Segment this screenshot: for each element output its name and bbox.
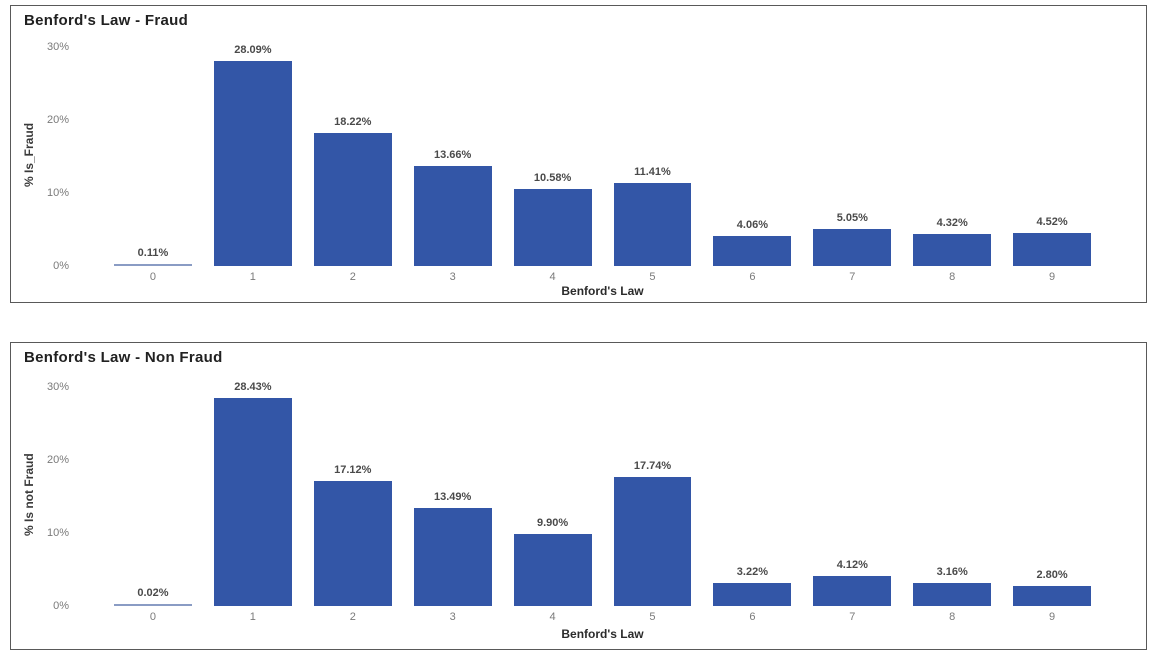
bar-value-label: 10.58% bbox=[533, 171, 572, 184]
bar-slot: 4.12% 7 bbox=[802, 383, 902, 623]
bar[interactable] bbox=[1013, 233, 1092, 266]
chart-card-non-fraud: Benford's Law - Non Fraud % Is not Fraud… bbox=[10, 342, 1147, 650]
bar-slot: 17.12% 2 bbox=[303, 383, 403, 623]
bar[interactable] bbox=[713, 236, 792, 266]
bar-slot: 11.41% 5 bbox=[603, 44, 703, 283]
x-tick-label: 1 bbox=[249, 271, 256, 283]
x-tick-label: 2 bbox=[349, 271, 356, 283]
bar-slot: 4.52% 9 bbox=[1002, 44, 1102, 283]
bar[interactable] bbox=[213, 60, 292, 266]
bar-value-label: 28.43% bbox=[234, 381, 272, 394]
x-tick-label: 3 bbox=[449, 611, 456, 623]
x-tick-label: 7 bbox=[849, 611, 856, 623]
x-tick-label: 5 bbox=[649, 611, 656, 623]
x-tick-label: 7 bbox=[849, 271, 856, 283]
chart-card-fraud: Benford's Law - Fraud % Is_Fraud 0% 10% 20… bbox=[10, 5, 1147, 303]
bar[interactable] bbox=[913, 234, 992, 266]
y-tick-label: 20% bbox=[46, 114, 69, 126]
bar-value-label: 17.74% bbox=[633, 459, 672, 472]
bar-slot: 4.06% 6 bbox=[702, 44, 802, 283]
bar-slot: 4.32% 8 bbox=[902, 44, 1002, 283]
x-tick-label: 8 bbox=[949, 611, 956, 623]
y-tick-label: 0% bbox=[53, 600, 69, 612]
y-tick-label: 10% bbox=[46, 187, 69, 199]
bar-value-label: 13.49% bbox=[434, 490, 472, 503]
y-tick-label: 0% bbox=[53, 260, 69, 272]
y-tick-label: 20% bbox=[46, 454, 69, 466]
bar-slot: 9.90% 4 bbox=[503, 383, 603, 623]
bar-value-label: 2.80% bbox=[1036, 568, 1068, 581]
bar-value-label: 9.90% bbox=[536, 516, 569, 529]
bar[interactable] bbox=[613, 182, 692, 266]
x-tick-label: 9 bbox=[1049, 611, 1056, 623]
x-axis-title: Benford's Law bbox=[561, 284, 644, 298]
x-tick-label: 3 bbox=[449, 271, 456, 283]
x-tick-label: 5 bbox=[649, 271, 656, 283]
bar[interactable] bbox=[313, 481, 392, 606]
bar-slot: 3.22% 6 bbox=[702, 383, 802, 623]
x-tick-label: 4 bbox=[549, 611, 556, 623]
bar-slot: 18.22% 2 bbox=[303, 44, 403, 283]
x-tick-label: 2 bbox=[349, 611, 356, 623]
bar-value-label: 0.02% bbox=[137, 587, 169, 599]
x-tick-label: 9 bbox=[1049, 271, 1056, 283]
x-tick-label: 4 bbox=[549, 271, 556, 283]
bar[interactable] bbox=[813, 575, 892, 606]
bar[interactable] bbox=[413, 507, 492, 606]
bar-slot: 3.16% 8 bbox=[902, 383, 1002, 623]
bar-value-label: 17.12% bbox=[334, 464, 372, 477]
x-axis-title: Benford's Law bbox=[561, 627, 644, 641]
bar-slot: 0.02% 0 bbox=[103, 383, 203, 623]
x-tick-label: 0 bbox=[149, 611, 157, 623]
bar[interactable] bbox=[713, 582, 792, 606]
bar-value-label: 4.32% bbox=[936, 217, 968, 230]
bar-value-label: 11.41% bbox=[634, 165, 671, 178]
bar[interactable] bbox=[813, 229, 892, 266]
bar-slot: 5.05% 7 bbox=[802, 44, 902, 283]
y-tick-label: 10% bbox=[46, 527, 69, 539]
bar[interactable] bbox=[413, 166, 492, 266]
y-axis-ticks: 0% 10% 20% 30% bbox=[31, 41, 69, 272]
x-tick-label: 6 bbox=[749, 271, 756, 283]
bar-value-label: 0.11% bbox=[137, 247, 169, 259]
bar[interactable] bbox=[513, 533, 592, 606]
bar-slot: 28.09% 1 bbox=[203, 44, 303, 283]
bar-value-label: 3.16% bbox=[936, 565, 968, 578]
bar-slot: 10.58% 4 bbox=[503, 44, 603, 283]
bar[interactable] bbox=[1013, 585, 1092, 606]
bar[interactable] bbox=[213, 398, 292, 606]
bar-value-label: 3.22% bbox=[736, 565, 768, 578]
bar-slot: 2.80% 9 bbox=[1002, 383, 1102, 623]
bar[interactable] bbox=[113, 264, 192, 266]
bar-slot: 17.74% 5 bbox=[603, 383, 703, 623]
x-tick-label: 1 bbox=[249, 611, 256, 623]
bar-value-label: 13.66% bbox=[434, 149, 472, 162]
bar-slot: 13.66% 3 bbox=[403, 44, 503, 283]
bar[interactable] bbox=[913, 582, 992, 606]
bar-slot: 13.49% 3 bbox=[403, 383, 503, 623]
bar-value-label: 28.09% bbox=[234, 43, 272, 56]
bar[interactable] bbox=[113, 604, 192, 606]
y-tick-label: 30% bbox=[46, 381, 69, 393]
plot-area: 0.11% 0 28.09% 1 18.22% 2 13.66% 3 10.58% 4 11.41%… bbox=[103, 44, 1102, 283]
bar[interactable] bbox=[513, 188, 592, 266]
x-tick-label: 6 bbox=[749, 611, 756, 623]
bar-value-label: 4.52% bbox=[1036, 216, 1068, 229]
bar-value-label: 4.06% bbox=[736, 219, 768, 232]
chart-title: Benford's Law - Non Fraud bbox=[24, 349, 223, 366]
bar-value-label: 4.12% bbox=[836, 558, 868, 571]
y-tick-label: 30% bbox=[46, 41, 69, 53]
bar-value-label: 5.05% bbox=[836, 212, 868, 225]
bar-value-label: 18.22% bbox=[334, 116, 372, 128]
plot-area: 0.02% 0 28.43% 1 17.12% 2 13.49% 3 9.90% 4 17.74% 5… bbox=[103, 381, 1102, 623]
bar-slot: 0.11% 0 bbox=[103, 44, 203, 283]
bar[interactable] bbox=[613, 476, 692, 606]
bar[interactable] bbox=[313, 133, 392, 266]
x-tick-label: 8 bbox=[949, 271, 956, 283]
bar-slot: 28.43% 1 bbox=[203, 381, 303, 623]
x-tick-label: 0 bbox=[149, 271, 157, 283]
y-axis-ticks: 0% 10% 20% 30% bbox=[31, 381, 69, 612]
chart-title: Benford's Law - Fraud bbox=[24, 12, 189, 29]
